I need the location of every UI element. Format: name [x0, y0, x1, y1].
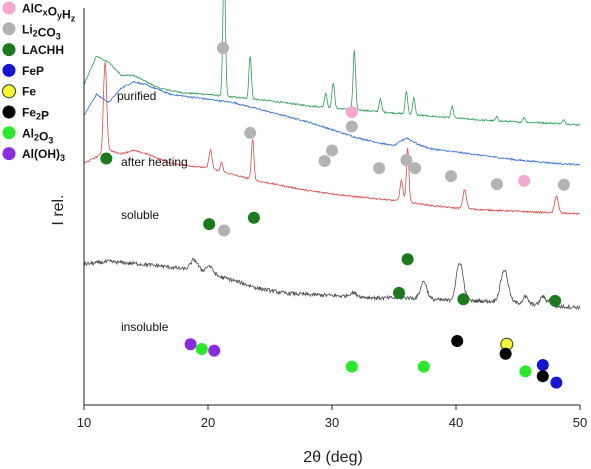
marker-Al2O3 — [519, 365, 532, 378]
marker-LACHH — [393, 286, 405, 299]
marker-Li2CO3 — [345, 120, 358, 133]
marker-LACHH — [457, 293, 470, 306]
marker-Al2O3 — [345, 360, 358, 373]
marker-Li2CO3 — [244, 126, 257, 139]
series-label-insoluble: insoluble — [121, 320, 169, 334]
marker-group — [100, 42, 570, 389]
legend-entry-Fe: Fe — [22, 85, 36, 99]
series-label-soluble: soluble — [121, 208, 159, 222]
series-line-soluble — [83, 61, 580, 216]
marker-Fe2P — [536, 370, 549, 383]
legend-swatch — [2, 43, 16, 57]
legend-swatch — [2, 22, 16, 36]
legend-entry-Al2O3: Al2O3 — [22, 126, 53, 145]
marker-AlOH3 — [184, 338, 197, 351]
marker-Li2CO3 — [445, 170, 457, 183]
legend-entry-LACHH: LACHH — [22, 43, 64, 57]
series-label-after-heating: after heating — [121, 155, 188, 169]
series-line-purified — [83, 0, 581, 126]
series-line-insoluble — [83, 257, 581, 311]
legend-swatch — [2, 84, 16, 99]
x-tick-label: 40 — [449, 415, 463, 430]
legend-swatch — [2, 63, 16, 77]
marker-LACHH — [203, 218, 216, 231]
legend-entry-AlOH3: Al(OH)3 — [22, 147, 65, 163]
marker-Li2CO3 — [490, 178, 503, 191]
marker-Li2CO3 — [218, 224, 231, 237]
marker-AlCxOyHz — [345, 106, 358, 119]
x-tick-label: 30 — [325, 415, 339, 430]
marker-LACHH — [247, 211, 260, 224]
marker-FeP — [536, 359, 549, 371]
marker-LACHH — [100, 152, 113, 165]
legend-entry-FeP: FeP — [22, 64, 44, 78]
marker-Li2CO3 — [326, 144, 338, 157]
marker-Fe2P — [451, 335, 464, 347]
marker-Al2O3 — [417, 360, 430, 373]
legend-swatch — [2, 147, 16, 161]
series-label-purified: purified — [117, 89, 156, 103]
legend-entry-AlCxOyHz: AlCxOyHz — [22, 2, 76, 24]
marker-Li2CO3 — [400, 154, 413, 167]
marker-Fe2P — [499, 347, 512, 360]
marker-Li2CO3 — [557, 178, 570, 191]
legend-entry-Fe2P: Fe2P — [22, 106, 49, 123]
marker-LACHH — [549, 294, 562, 307]
legend-swatch — [2, 1, 16, 15]
x-tick-label: 50 — [573, 415, 587, 430]
x-tick-label: 10 — [77, 415, 91, 430]
marker-Al2O3 — [195, 343, 208, 355]
x-tick-label: 20 — [201, 415, 215, 430]
legend-entry-Li2CO3: Li2CO3 — [22, 22, 61, 41]
marker-FeP — [550, 376, 563, 389]
legend-swatch — [2, 105, 16, 119]
series-line-after-heating — [83, 81, 581, 166]
y-axis-title: I rel. — [50, 194, 67, 225]
marker-Li2CO3 — [318, 155, 331, 167]
series-labels: purified after heating soluble insoluble — [117, 89, 188, 334]
marker-Li2CO3 — [409, 162, 422, 175]
legend-swatch — [2, 126, 16, 140]
marker-Li2CO3 — [373, 162, 386, 175]
marker-AlCxOyHz — [518, 174, 531, 187]
x-axis-title: 2θ (deg) — [303, 449, 363, 466]
marker-Li2CO3 — [216, 42, 229, 54]
marker-LACHH — [401, 253, 414, 266]
marker-AlOH3 — [208, 344, 221, 357]
series-group — [83, 0, 581, 311]
axis-group: 10 20 30 40 50 — [77, 8, 587, 430]
